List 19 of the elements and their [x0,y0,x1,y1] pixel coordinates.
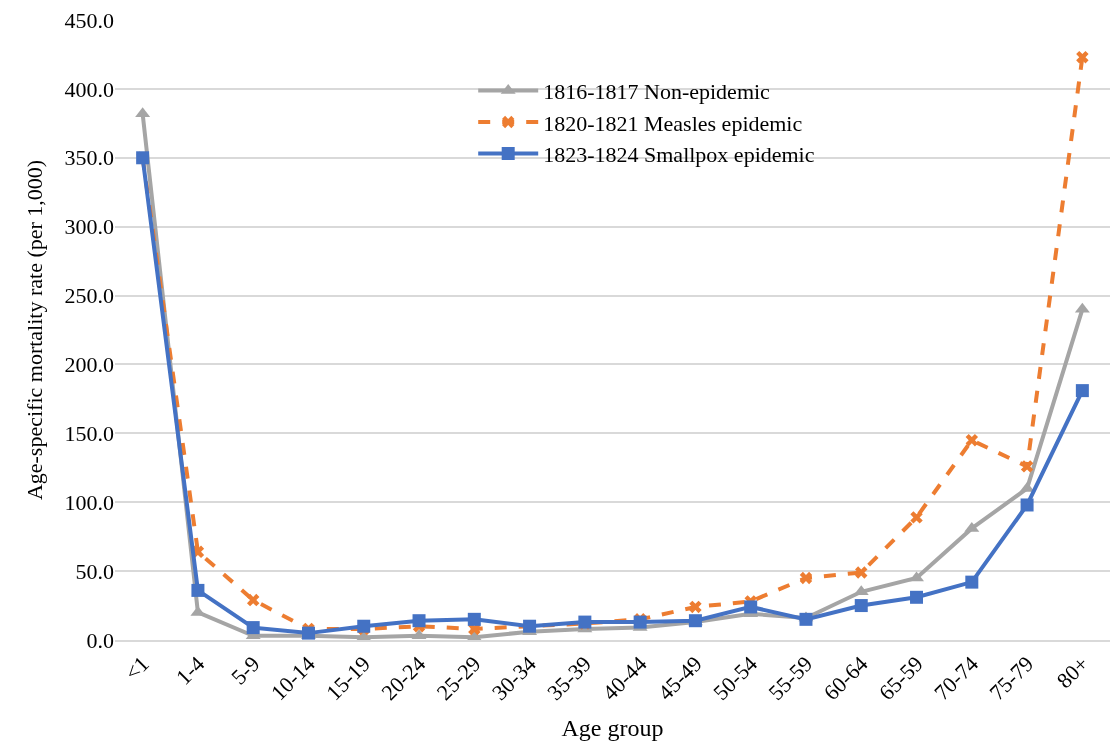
y-tick-label: 300.0 [64,214,114,240]
y-axis-title: Age-specific mortality rate (per 1,000) [22,159,48,501]
y-tick-label: 250.0 [64,283,114,309]
legend-label: 1823-1824 Smallpox epidemic [543,142,815,168]
y-tick-label: 0.0 [86,627,114,653]
y-tick-label: 350.0 [64,145,114,171]
legend-label: 1816-1817 Non-epidemic [543,78,771,104]
y-tick-label: 200.0 [64,352,114,378]
y-tick-label: 100.0 [64,489,114,515]
x-tick-label: 80+ [1051,651,1094,694]
legend-label: 1820-1821 Measles epidemic [543,110,803,136]
x-tick-label: 1-4 [170,651,210,690]
x-axis-title: Age group [561,714,664,741]
y-tick-label: 450.0 [64,7,114,33]
x-tick-label: 5-9 [226,651,265,690]
y-tick-label: 50.0 [75,558,114,584]
y-tick-label: 150.0 [64,421,114,447]
x-tick-label: <1 [119,651,154,686]
y-tick-label: 400.0 [64,76,114,102]
